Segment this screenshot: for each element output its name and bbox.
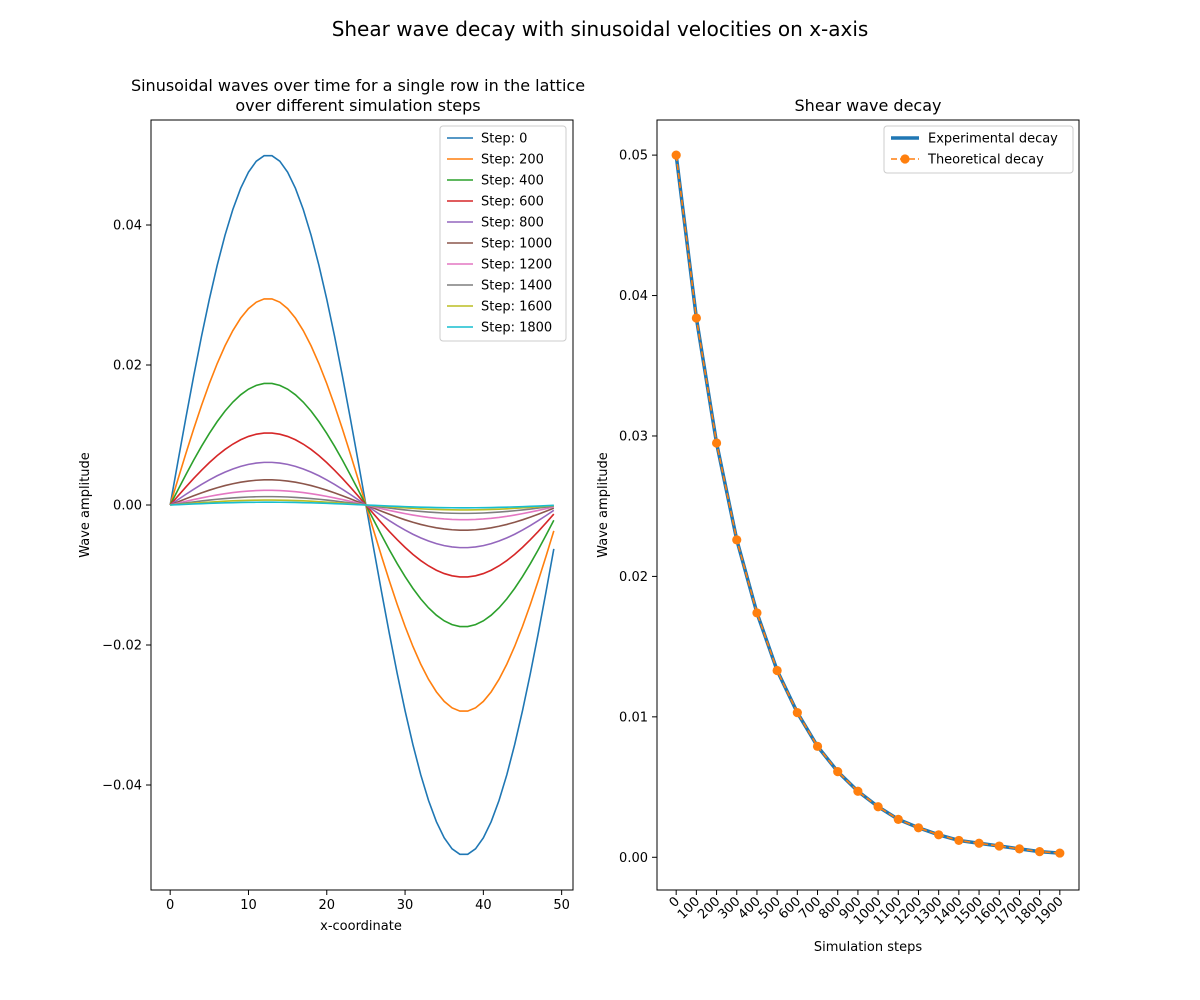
- right-axes-frame: [656, 119, 1080, 891]
- left-legend-label: Step: 1200: [481, 258, 552, 273]
- left-axis-ticks: 0 10 20 30 40 50 −0.04 −0.02 0.00 0.02 0.04: [102, 219, 570, 914]
- left-legend-label: Step: 0: [481, 132, 527, 147]
- left-y-axis-label: Wave amplitude: [78, 452, 93, 558]
- series-line-step-400: [169, 382, 555, 628]
- right-y-tick-label: 0.05: [619, 149, 648, 164]
- theoretical-decay-line: [675, 155, 1060, 854]
- theoretical-decay-point: [772, 665, 782, 676]
- series-line-step-200: [169, 298, 555, 712]
- left-legend: Step: 0 Step: 200 Step: 400 Step: 600 Step: …: [439, 125, 567, 342]
- theoretical-decay-point: [792, 708, 802, 718]
- right-series-lines: [671, 150, 1065, 858]
- theoretical-decay-point: [833, 767, 843, 777]
- right-y-tick-label: 0.04: [619, 289, 648, 304]
- left-x-tick-label: 40: [475, 898, 492, 913]
- theoretical-decay-point: [994, 841, 1004, 851]
- right-legend: Experimental decay Theoretical decay: [883, 125, 1074, 174]
- theoretical-decay-point: [893, 814, 903, 824]
- left-legend-label: Step: 800: [481, 216, 544, 231]
- right-x-axis-label: Simulation steps: [814, 940, 922, 955]
- right-legend-label: Experimental decay: [928, 132, 1058, 147]
- left-legend-label: Step: 1000: [481, 237, 552, 252]
- right-y-tick-label: 0.01: [619, 710, 648, 725]
- right-y-tick-label: 0.02: [619, 570, 648, 585]
- theoretical-decay-point: [1055, 848, 1065, 858]
- series-line-step-1800: [170, 501, 554, 509]
- left-legend-label: Step: 200: [481, 153, 544, 168]
- left-title-line2: over different simulation steps: [235, 96, 480, 115]
- theoretical-decay-point: [691, 313, 701, 323]
- theoretical-decay-point: [711, 438, 722, 448]
- right-y-tick-label: 0.03: [619, 429, 648, 444]
- left-legend-label: Step: 1400: [481, 279, 552, 294]
- series-line-step-600: [169, 432, 555, 578]
- theoretical-decay-point: [812, 741, 823, 751]
- right-y-tick-label: 0.00: [619, 851, 648, 866]
- right-legend-marker-theoretical: [900, 154, 910, 164]
- left-x-tick-label: 0: [166, 898, 174, 913]
- left-series-lines: [169, 154, 555, 856]
- left-y-tick-label: −0.02: [102, 639, 142, 654]
- left-x-tick-label: 10: [240, 898, 257, 913]
- figure-suptitle: Shear wave decay with sinusoidal velocit…: [332, 17, 869, 41]
- left-x-tick-label: 20: [318, 898, 335, 913]
- theoretical-decay-point: [954, 835, 964, 846]
- theoretical-decay-point: [873, 802, 883, 812]
- theoretical-decay-point: [671, 150, 681, 160]
- right-axis-ticks: 0100200300400500600700800900100011001200…: [619, 149, 1067, 929]
- left-x-tick-label: 30: [397, 898, 414, 913]
- left-panel: Sinusoidal waves over time for a single …: [78, 76, 585, 934]
- left-legend-label: Step: 400: [481, 174, 544, 189]
- left-y-tick-label: 0.00: [113, 499, 142, 514]
- left-x-tick-label: 50: [553, 898, 570, 913]
- left-title-line1: Sinusoidal waves over time for a single …: [131, 76, 585, 95]
- series-line-step-0: [169, 154, 555, 856]
- right-y-axis-label: Wave amplitude: [596, 452, 611, 558]
- left-y-tick-label: 0.04: [113, 219, 142, 234]
- left-y-tick-label: −0.04: [102, 779, 142, 794]
- theoretical-decay-point: [1035, 847, 1045, 857]
- experimental-decay-line: [674, 154, 1060, 855]
- series-line-step-800: [169, 461, 555, 549]
- theoretical-decay-point: [752, 608, 762, 618]
- left-legend-label: Step: 600: [481, 195, 544, 210]
- right-panel: Shear wave decay Simulation steps Wave a…: [596, 96, 1080, 955]
- theoretical-decay-point: [732, 535, 742, 545]
- theoretical-decay-point: [934, 830, 944, 840]
- left-legend-label: Step: 1800: [481, 321, 552, 336]
- right-legend-label: Theoretical decay: [927, 153, 1044, 168]
- theoretical-decay-point: [1014, 844, 1025, 854]
- right-legend-box: [883, 125, 1074, 174]
- theoretical-decay-point: [853, 786, 863, 796]
- left-x-axis-label: x-coordinate: [320, 919, 402, 934]
- right-title: Shear wave decay: [795, 96, 942, 115]
- theoretical-decay-point: [974, 838, 984, 848]
- left-legend-label: Step: 1600: [481, 300, 552, 315]
- theoretical-decay-point: [913, 823, 924, 833]
- left-y-tick-label: 0.02: [113, 359, 142, 374]
